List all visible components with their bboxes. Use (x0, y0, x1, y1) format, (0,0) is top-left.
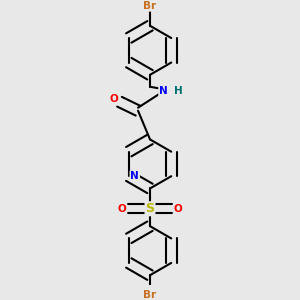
Text: Br: Br (143, 1, 157, 11)
Text: H: H (174, 86, 183, 96)
Text: Br: Br (143, 290, 157, 300)
Text: O: O (118, 204, 126, 214)
Text: N: N (159, 86, 168, 96)
Text: S: S (146, 202, 154, 215)
Text: O: O (110, 94, 118, 104)
Text: N: N (130, 171, 139, 181)
Text: O: O (174, 204, 182, 214)
